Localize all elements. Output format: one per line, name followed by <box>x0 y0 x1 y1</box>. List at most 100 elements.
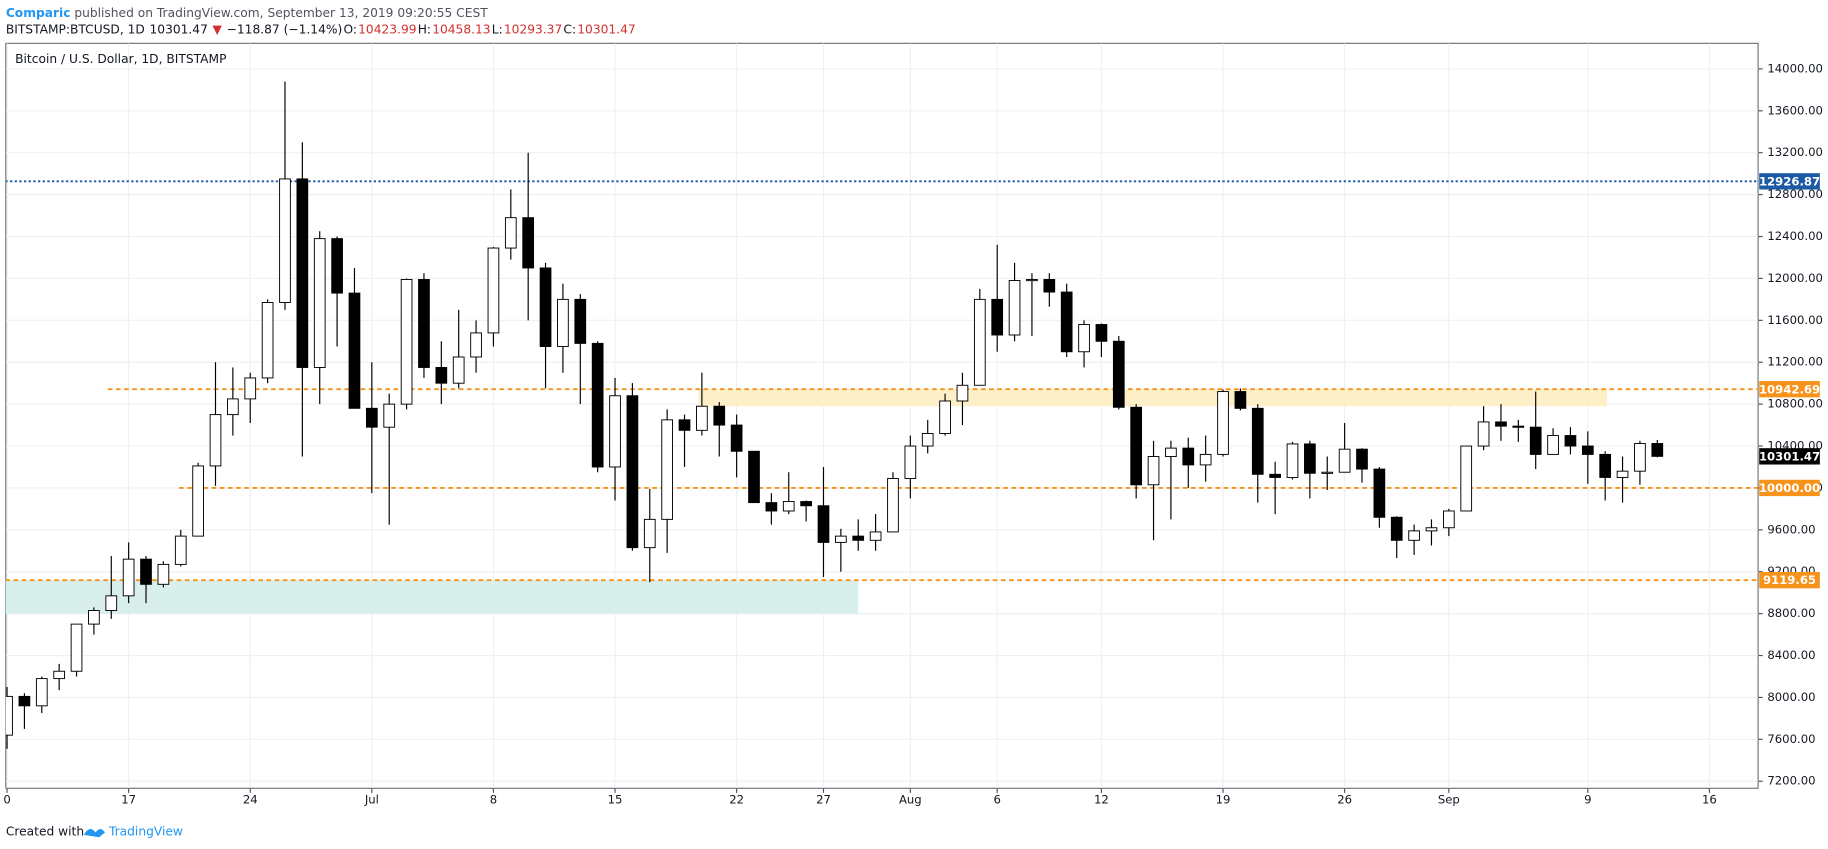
candle-body <box>1338 448 1351 473</box>
y-tick-label: 10800.00 <box>1767 397 1823 411</box>
candle-body <box>782 501 795 512</box>
quote-item: 10301.47 <box>577 22 635 36</box>
candle-body <box>487 247 500 334</box>
candle-body <box>1634 443 1646 472</box>
candle-body <box>192 465 204 537</box>
quote-item: C: <box>563 22 576 36</box>
x-tick-label: 9 <box>1584 792 1591 806</box>
candle-body <box>244 377 257 400</box>
y-tick-label: 12400.00 <box>1767 229 1823 243</box>
price-tag <box>1759 173 1820 190</box>
price-tag-label: 10301.47 <box>1759 449 1820 463</box>
footer-text: Created with <box>6 824 84 838</box>
x-tick-label: 24 <box>243 792 258 806</box>
candle-body <box>869 531 882 541</box>
candle-body <box>70 623 83 672</box>
price-tag <box>1759 571 1820 589</box>
y-tick-label: 12800.00 <box>1767 187 1823 201</box>
candle-body <box>400 279 413 405</box>
price-tag-label: 12926.87 <box>1759 174 1820 188</box>
candle-body <box>765 502 778 512</box>
candle-body <box>5 695 13 736</box>
quote-line: BITSTAMP:BTCUSD, 1D 10301.47 ▼ −118.87 (−1.… <box>6 22 636 36</box>
candle-body <box>713 405 726 426</box>
price-tag-label: 10942.69 <box>1759 382 1820 396</box>
candle-body <box>1425 527 1438 532</box>
y-tick-label: 13600.00 <box>1767 103 1823 117</box>
candle-body <box>522 217 535 269</box>
y-tick-label: 12000.00 <box>1767 271 1823 285</box>
candle-body <box>209 414 222 467</box>
candle-body <box>1043 279 1056 293</box>
candle-body <box>1495 421 1507 427</box>
y-tick-label: 13200.00 <box>1767 145 1823 159</box>
candle-body <box>921 432 934 447</box>
candle-body <box>1165 447 1177 457</box>
candle-body <box>661 419 673 520</box>
candle-body <box>227 398 239 416</box>
candle-body <box>730 424 743 452</box>
candle-body <box>1599 453 1612 478</box>
candle-body <box>1251 407 1264 475</box>
y-tick-label: 11600.00 <box>1767 313 1823 327</box>
x-tick-label: 0 <box>3 792 10 806</box>
brand-icon <box>83 828 105 838</box>
candle-body <box>1321 471 1334 474</box>
candle-body <box>418 279 430 368</box>
candle-body <box>18 695 31 707</box>
candle-body <box>313 238 326 368</box>
x-tick-label: Aug <box>899 792 922 806</box>
quote-item: H: <box>418 22 431 36</box>
candle-body <box>470 332 482 358</box>
candle-body <box>609 395 621 468</box>
candle-body <box>1529 426 1542 455</box>
published: published on TradingView.com, September … <box>74 5 488 19</box>
candle-body <box>1130 406 1143 486</box>
candle-body <box>904 445 917 479</box>
candle-body <box>1095 324 1108 342</box>
footer-brand[interactable]: TradingView <box>108 824 183 838</box>
candle-body <box>852 535 865 541</box>
y-tick-label: 14000.00 <box>1767 61 1823 75</box>
candle-body <box>1112 340 1125 408</box>
candle-body <box>696 405 708 431</box>
candle-body <box>939 400 951 434</box>
candle-body <box>1199 453 1212 466</box>
candle-body <box>591 342 604 468</box>
author[interactable]: Comparic <box>6 5 71 19</box>
candle-body <box>1304 443 1316 474</box>
candle-body <box>435 367 448 384</box>
header-line: Comparic published on TradingView.com, S… <box>6 5 488 19</box>
candle-body <box>348 292 361 409</box>
x-tick-label: 22 <box>729 792 744 806</box>
y-tick-label: 7600.00 <box>1767 732 1815 746</box>
candle-body <box>748 450 760 504</box>
x-tick-label: 15 <box>608 792 623 806</box>
candle-body <box>1147 456 1160 486</box>
candle-body <box>504 217 517 249</box>
plot-area <box>5 43 1759 789</box>
x-tick-label: 27 <box>816 792 831 806</box>
candle-body <box>1008 280 1021 336</box>
candle-body <box>1234 391 1247 409</box>
x-tick-label: 19 <box>1216 792 1231 806</box>
y-tick-label: 8000.00 <box>1767 690 1815 704</box>
candle-body <box>1390 516 1403 541</box>
candle-body <box>574 298 587 344</box>
candle-body <box>35 678 48 707</box>
candle-body <box>331 238 343 294</box>
y-tick-label: 11200.00 <box>1767 355 1823 369</box>
price-tag <box>1759 381 1820 398</box>
candle-body <box>1026 279 1038 282</box>
candle-body <box>1477 421 1490 447</box>
candle-body <box>174 535 187 565</box>
candle-body <box>1651 443 1664 457</box>
candle-body <box>973 298 986 386</box>
candle-body <box>800 501 812 507</box>
candle-body <box>157 563 170 585</box>
candle-body <box>626 395 639 549</box>
candle-body <box>105 595 118 611</box>
candle-body <box>539 267 552 347</box>
x-tick-label: 16 <box>1702 792 1717 806</box>
quote-item: O: <box>343 22 357 36</box>
